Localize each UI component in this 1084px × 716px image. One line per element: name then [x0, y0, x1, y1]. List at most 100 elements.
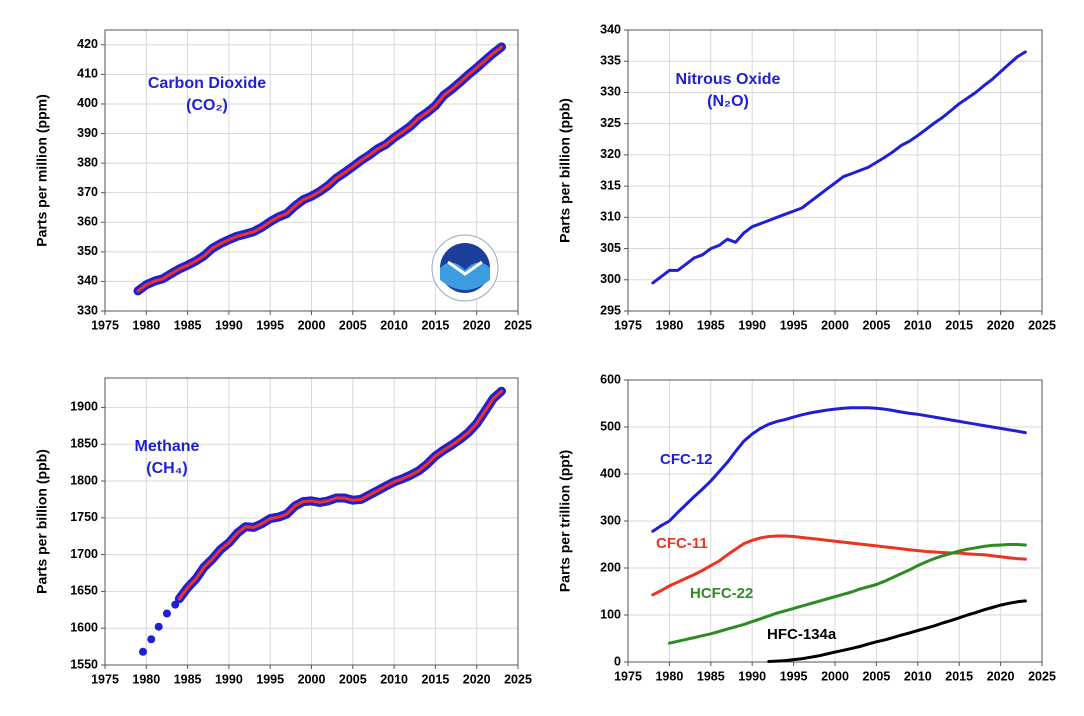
y-tick-label: 325: [600, 116, 621, 130]
annotation: (CO₂): [186, 97, 228, 114]
x-tick-label: 2010: [904, 669, 932, 683]
x-tick-label: 1990: [215, 672, 243, 686]
y-tick-label: 200: [600, 560, 621, 574]
x-tick-label: 2000: [298, 318, 326, 332]
x-tick-label: 2020: [463, 318, 491, 332]
x-tick-label: 1980: [132, 318, 160, 332]
x-tick-label: 1975: [614, 318, 642, 332]
x-tick-label: 2000: [821, 669, 849, 683]
series-line: [767, 599, 1027, 663]
x-tick-label: 2015: [945, 669, 973, 683]
y-tick-label: 1850: [70, 437, 98, 451]
y-tick-label: 360: [77, 215, 98, 229]
x-tick-label: 2025: [1028, 669, 1056, 683]
y-tick-label: 400: [600, 466, 621, 480]
y-tick-label: 340: [600, 22, 621, 36]
x-tick-label: 2015: [945, 318, 973, 332]
data-point: [138, 647, 147, 656]
series-label: HFC-134a: [767, 626, 837, 643]
y-tick-label: 330: [600, 85, 621, 99]
series-line: [667, 543, 1027, 645]
panel: 1550 1600 1650 1700 1750 1800 1850 1900 1975 1980…: [34, 377, 532, 686]
annotation: Methane: [135, 438, 200, 455]
y-tick-label: 1750: [70, 510, 98, 524]
data-point: [162, 609, 171, 618]
x-tick-label: 2020: [463, 672, 491, 686]
y-tick-label: 410: [77, 67, 98, 81]
x-tick-label: 2015: [421, 672, 449, 686]
y-tick-label: 420: [77, 37, 98, 51]
x-tick-label: 1980: [655, 318, 683, 332]
series-line: [651, 534, 1027, 597]
data-point: [147, 635, 156, 644]
x-tick-label: 1975: [91, 318, 119, 332]
y-tick-label: 305: [600, 241, 621, 255]
annotation: Nitrous Oxide: [676, 71, 781, 88]
x-tick-label: 1995: [780, 318, 808, 332]
y-axis-label: Parts per trillion (ppt): [557, 450, 573, 592]
plot-frame: [627, 29, 1043, 312]
x-tick-label: 2025: [504, 672, 532, 686]
plot-frame: [104, 377, 519, 666]
x-tick-label: 1985: [697, 669, 725, 683]
x-tick-label: 1975: [614, 669, 642, 683]
data-point: [154, 622, 163, 631]
x-tick-label: 2010: [380, 318, 408, 332]
y-tick-label: 380: [77, 155, 98, 169]
x-tick-label: 1985: [174, 672, 202, 686]
y-tick-label: 390: [77, 126, 98, 140]
y-tick-label: 335: [600, 54, 621, 68]
panel: 295 300 305 310 315 320 325 330 335 340 1975 1980 19…: [557, 22, 1056, 332]
x-tick-label: 2020: [987, 318, 1015, 332]
x-tick-label: 2000: [821, 318, 849, 332]
y-tick-label: 1600: [70, 621, 98, 635]
series-line: [177, 389, 503, 601]
x-tick-label: 2005: [339, 318, 367, 332]
x-tick-label: 2015: [421, 318, 449, 332]
x-tick-label: 2010: [904, 318, 932, 332]
x-tick-label: 2005: [339, 672, 367, 686]
panel: 330 340 350 360 370 380 390 400 410 420 1975 1980 19…: [34, 29, 532, 332]
y-tick-label: 300: [600, 272, 621, 286]
x-tick-label: 1980: [132, 672, 160, 686]
x-tick-label: 2025: [504, 318, 532, 332]
series-line: [136, 45, 503, 293]
annotation: Carbon Dioxide: [148, 75, 266, 92]
x-tick-label: 2025: [1028, 318, 1056, 332]
annotation: (N₂O): [707, 93, 749, 110]
y-tick-label: 320: [600, 147, 621, 161]
y-tick-label: 370: [77, 185, 98, 199]
series-line: [651, 50, 1027, 285]
x-tick-label: 2005: [862, 669, 890, 683]
y-tick-label: 400: [77, 96, 98, 110]
series-line: [651, 406, 1027, 533]
x-tick-label: 1995: [256, 318, 284, 332]
y-tick-label: 300: [600, 513, 621, 527]
logo-wave: [440, 262, 490, 290]
plot-frame: [104, 29, 519, 312]
logo-bird: [447, 260, 483, 276]
x-tick-label: 1985: [174, 318, 202, 332]
x-tick-label: 1980: [655, 669, 683, 683]
x-tick-label: 1985: [697, 318, 725, 332]
x-tick-label: 1990: [738, 318, 766, 332]
y-tick-label: 100: [600, 607, 621, 621]
y-tick-label: 330: [77, 303, 98, 317]
y-axis-label: Parts per billion (ppb): [34, 449, 50, 594]
x-tick-label: 1990: [215, 318, 243, 332]
y-tick-label: 1550: [70, 657, 98, 671]
y-tick-label: 310: [600, 210, 621, 224]
y-tick-label: 1650: [70, 584, 98, 598]
y-tick-label: 1800: [70, 473, 98, 487]
annotation: (CH₄): [146, 460, 187, 477]
y-axis-label: Parts per million (ppm): [34, 94, 50, 246]
y-tick-label: 1700: [70, 547, 98, 561]
y-tick-label: 0: [614, 654, 621, 668]
series-label: CFC-11: [656, 535, 708, 552]
panel: 0 100 200 300 400 500 600 1975 1980 1985 1990 1995 2…: [557, 372, 1056, 683]
y-tick-label: 315: [600, 178, 621, 192]
series-label: CFC-12: [660, 451, 713, 468]
y-tick-label: 295: [600, 303, 621, 317]
